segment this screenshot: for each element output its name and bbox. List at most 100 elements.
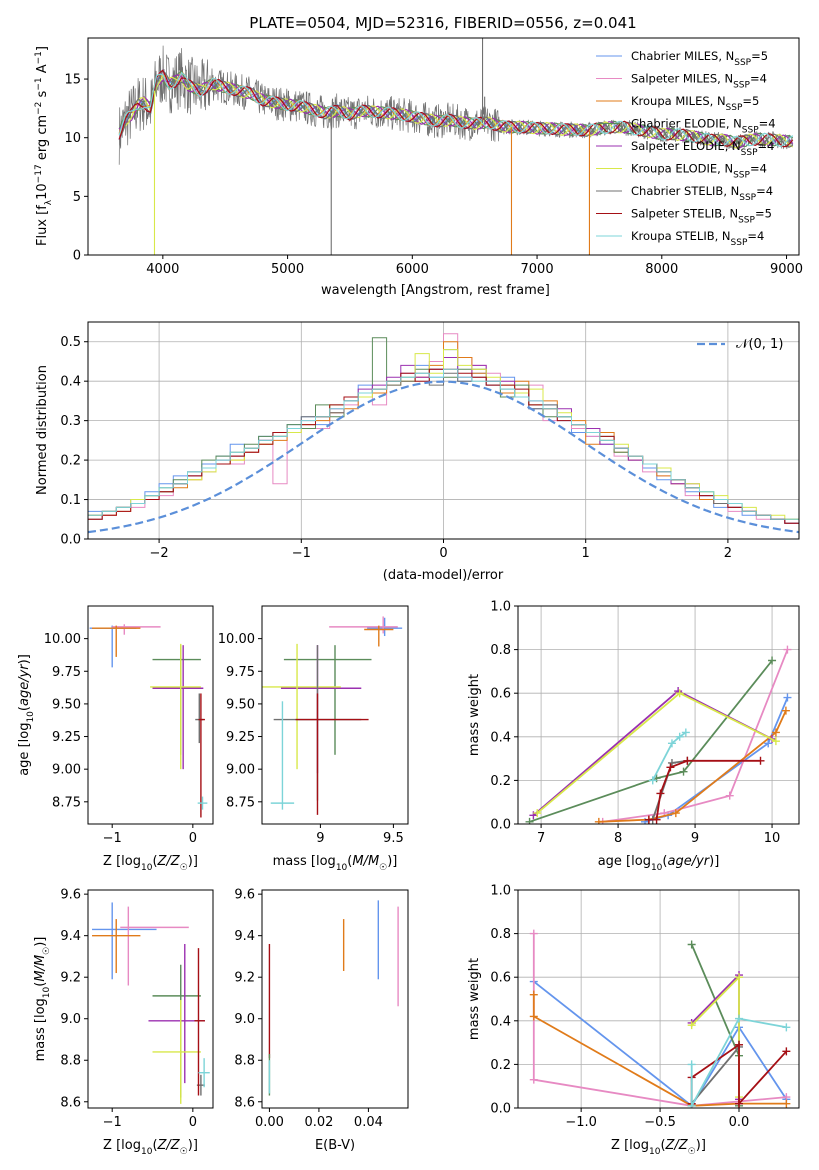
- x-tick-label: 0: [439, 546, 447, 561]
- y-tick-label: 8.8: [60, 1054, 81, 1069]
- y-tick-label: 9.50: [52, 697, 81, 712]
- weight-point-marker: [771, 728, 780, 737]
- y-tick-label: 0.4: [490, 730, 511, 745]
- weight-series-line: [533, 980, 788, 1108]
- x-tick-label: −1: [103, 831, 122, 846]
- mass-vs-z-panel: −1 0 8.6 8.8 9.0 9.2 9.4 9.6 Z [log10(Z/Z☉)] mass…: [33, 888, 214, 1157]
- axes-frame: [517, 605, 800, 825]
- weight-point-marker: [782, 1099, 791, 1108]
- y-tick-label: 9.25: [52, 730, 81, 745]
- histogram-series: [88, 368, 799, 524]
- plot-area: [529, 929, 791, 1108]
- histogram-series: [88, 337, 799, 524]
- y-tick-label: 8.75: [52, 795, 81, 810]
- weight-point-marker: [644, 815, 653, 824]
- histogram-series: [88, 372, 799, 524]
- y-tick-label: 0.2: [490, 1058, 511, 1073]
- residuals-panel: −2 −1 0 1 2 0.0 0.1 0.2 0.3 0.4 0.5 𝒩(0, 1) (data-mo…: [35, 321, 800, 583]
- y-tick-label: 9.75: [52, 665, 81, 680]
- y-tick-label: 8.6: [60, 1095, 81, 1110]
- y-tick-label: 9.75: [226, 665, 255, 680]
- plot-area: [89, 624, 208, 818]
- y-tick-label: 10.00: [44, 632, 81, 647]
- y-tick-label: 9.50: [226, 697, 255, 712]
- weight-series-line: [536, 692, 777, 814]
- x-tick-label: 9000: [770, 262, 803, 277]
- legend-label: Salpeter STELIB, NSSP=5: [631, 207, 772, 226]
- y-tick-label: 9.6: [234, 888, 255, 903]
- x-tick-label: 0.0: [729, 1115, 750, 1130]
- x-tick-label: 7: [537, 831, 545, 846]
- x-tick-label: 9: [691, 831, 699, 846]
- weight-point-marker: [529, 990, 538, 999]
- y-tick-label: 9.0: [234, 1012, 255, 1027]
- figure-title: PLATE=0504, MJD=52316, FIBERID=0556, z=0…: [249, 14, 636, 32]
- y-tick-label: 9.6: [60, 888, 81, 903]
- legend-label: Salpeter MILES, NSSP=4: [631, 72, 767, 91]
- x-tick-label: −1: [292, 546, 311, 561]
- histogram-series: [88, 341, 799, 528]
- weight-point-marker: [681, 728, 690, 737]
- y-tick-label: 9.25: [226, 730, 255, 745]
- weight-point-marker: [725, 791, 734, 800]
- x-tick-label: 0: [189, 831, 197, 846]
- weight-point-marker: [782, 1047, 791, 1056]
- plot-area: [92, 902, 210, 1104]
- weight-point-marker: [679, 767, 688, 776]
- weight-point-marker: [666, 763, 675, 772]
- y-tick-label: 8.8: [234, 1054, 255, 1069]
- spectrum-model-line: [118, 69, 794, 148]
- weight-point-marker: [735, 1040, 744, 1049]
- weight-point-marker: [783, 645, 792, 654]
- mass-vs-ebv-panel: 0.00 0.02 0.04 8.6 8.8 9.0 9.2 9.4 9.6 E(B-V): [234, 888, 409, 1153]
- weight-series-line: [532, 689, 773, 816]
- weight-point-marker: [529, 1012, 538, 1021]
- histogram-series: [88, 349, 799, 524]
- weight-point-marker: [656, 789, 665, 798]
- weight-series-line: [690, 1043, 788, 1106]
- y-tick-label: 0.2: [60, 454, 81, 469]
- age-vs-z-xlabel: Z [log10(Z/Z☉)]: [103, 854, 198, 873]
- y-tick-label: 0.6: [490, 971, 511, 986]
- y-tick-label: 0.4: [490, 1014, 511, 1029]
- weight-point-marker: [525, 817, 534, 824]
- weight-series-line: [602, 649, 789, 823]
- y-tick-label: 5: [73, 190, 81, 205]
- plot-area: [268, 900, 399, 1096]
- weight-point-marker: [533, 809, 542, 818]
- x-tick-label: 0.04: [354, 1115, 383, 1130]
- weight-point-marker: [529, 929, 538, 938]
- y-tick-label: 15: [64, 73, 81, 88]
- weight-series-line: [691, 1044, 740, 1105]
- weight-point-marker: [687, 1060, 696, 1069]
- legend-label: Salpeter ELODIE, NSSP=4: [631, 139, 774, 158]
- age-vs-z-ylabel: age [log10(age/yr)]: [17, 654, 36, 776]
- spectrum-model-line: [118, 74, 794, 149]
- axes-frame: [87, 889, 214, 1109]
- legend-label: Chabrier ELODIE, NSSP=4: [631, 117, 776, 136]
- weight-point-marker: [768, 656, 777, 665]
- x-tick-label: −2: [150, 546, 169, 561]
- x-tick-label: 4000: [146, 262, 179, 277]
- histogram-series: [88, 368, 799, 524]
- weight-point-marker: [735, 973, 744, 982]
- weight-series-line: [651, 731, 687, 781]
- axes-frame: [87, 605, 214, 825]
- age-vs-z-panel: −1 0 8.75 9.00 9.25 9.50 9.75 10.00 Z [log10(Z/Z…: [17, 605, 214, 873]
- y-tick-label: 1.0: [490, 600, 511, 615]
- legend-label: Chabrier STELIB, NSSP=4: [631, 184, 773, 203]
- weight-series-line: [690, 944, 740, 1106]
- y-tick-label: 0.4: [60, 375, 81, 390]
- y-tick-label: 0.3: [60, 414, 81, 429]
- weight-point-marker: [756, 756, 765, 765]
- weight-point-marker: [671, 809, 680, 818]
- legend-label: Kroupa ELODIE, NSSP=4: [631, 162, 767, 181]
- y-tick-label: 1.0: [490, 884, 511, 899]
- weight-point-marker: [687, 1021, 696, 1030]
- legend-label: Chabrier MILES, NSSP=5: [631, 49, 768, 68]
- legend-label: Kroupa MILES, NSSP=5: [631, 94, 759, 113]
- spectrum-model-line: [118, 70, 794, 148]
- x-tick-label: −1: [103, 1115, 122, 1130]
- residuals-ylabel: Normed distribution: [35, 365, 50, 495]
